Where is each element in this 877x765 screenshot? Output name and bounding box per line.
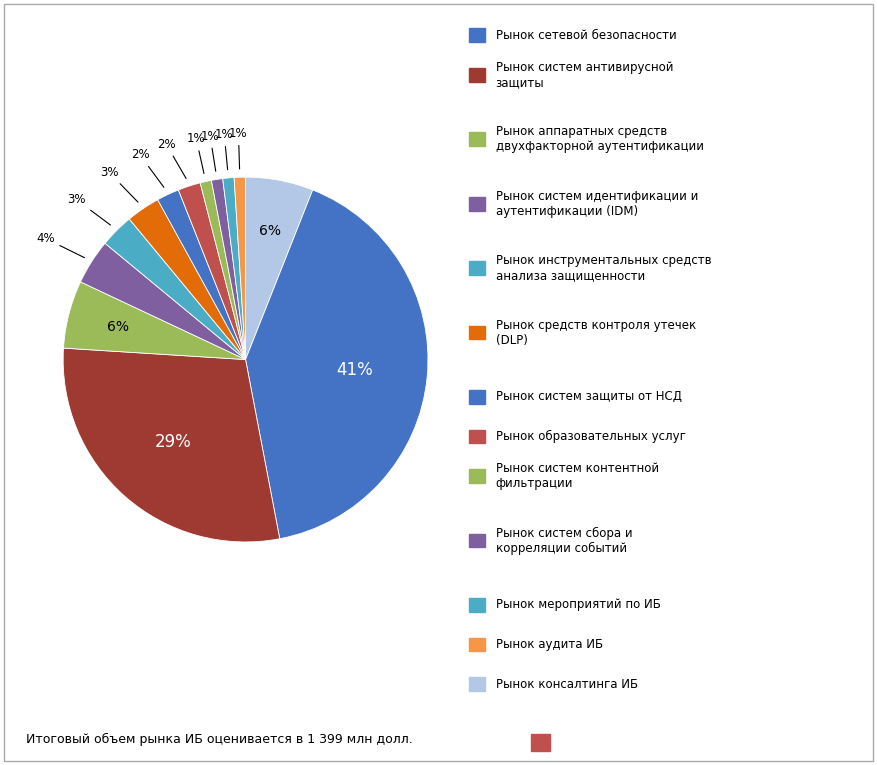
Text: Рынок образовательных услуг: Рынок образовательных услуг xyxy=(496,430,686,443)
Text: Рынок средств контроля утечек
(DLP): Рынок средств контроля утечек (DLP) xyxy=(496,318,695,347)
Wedge shape xyxy=(63,348,280,542)
Text: Рынок аудита ИБ: Рынок аудита ИБ xyxy=(496,638,602,651)
Text: Рынок консалтинга ИБ: Рынок консалтинга ИБ xyxy=(496,678,638,691)
Text: Рынок аппаратных средств
двухфакторной аутентификации: Рынок аппаратных средств двухфакторной а… xyxy=(496,125,703,153)
Text: Рынок систем идентификации и
аутентификации (IDM): Рынок систем идентификации и аутентифика… xyxy=(496,190,698,218)
Wedge shape xyxy=(234,177,246,360)
Text: 6%: 6% xyxy=(107,320,129,334)
Text: Рынок систем антивирусной
защиты: Рынок систем антивирусной защиты xyxy=(496,61,673,89)
Text: Рынок систем сбора и
корреляции событий: Рынок систем сбора и корреляции событий xyxy=(496,526,632,555)
Wedge shape xyxy=(211,178,246,360)
Text: 1%: 1% xyxy=(229,127,248,169)
Text: 1%: 1% xyxy=(187,132,205,174)
Text: 1%: 1% xyxy=(201,129,219,171)
Text: 6%: 6% xyxy=(260,223,282,238)
Wedge shape xyxy=(246,177,313,360)
Wedge shape xyxy=(105,219,246,360)
Wedge shape xyxy=(81,243,246,360)
Text: Рынок систем защиты от НСД: Рынок систем защиты от НСД xyxy=(496,390,681,403)
Wedge shape xyxy=(178,183,246,360)
Text: 4%: 4% xyxy=(36,232,84,258)
Text: 2%: 2% xyxy=(157,138,186,178)
Text: 3%: 3% xyxy=(100,166,138,202)
Wedge shape xyxy=(158,190,246,360)
Wedge shape xyxy=(200,181,246,360)
Wedge shape xyxy=(223,177,246,360)
Wedge shape xyxy=(246,190,428,539)
Text: Рынок сетевой безопасности: Рынок сетевой безопасности xyxy=(496,29,676,42)
Text: 1%: 1% xyxy=(215,128,233,170)
Wedge shape xyxy=(63,282,246,360)
Text: Рынок мероприятий по ИБ: Рынок мероприятий по ИБ xyxy=(496,598,660,611)
Text: 41%: 41% xyxy=(336,361,373,379)
Text: Рынок инструментальных средств
анализа защищенности: Рынок инструментальных средств анализа з… xyxy=(496,254,711,282)
Text: Рынок систем контентной
фильтрации: Рынок систем контентной фильтрации xyxy=(496,462,659,490)
Text: 3%: 3% xyxy=(68,193,111,225)
Text: Итоговый объем рынка ИБ оценивается в 1 399 млн долл.: Итоговый объем рынка ИБ оценивается в 1 … xyxy=(26,733,413,746)
Text: 2%: 2% xyxy=(131,148,164,187)
Wedge shape xyxy=(129,200,246,360)
Text: 29%: 29% xyxy=(155,433,191,451)
